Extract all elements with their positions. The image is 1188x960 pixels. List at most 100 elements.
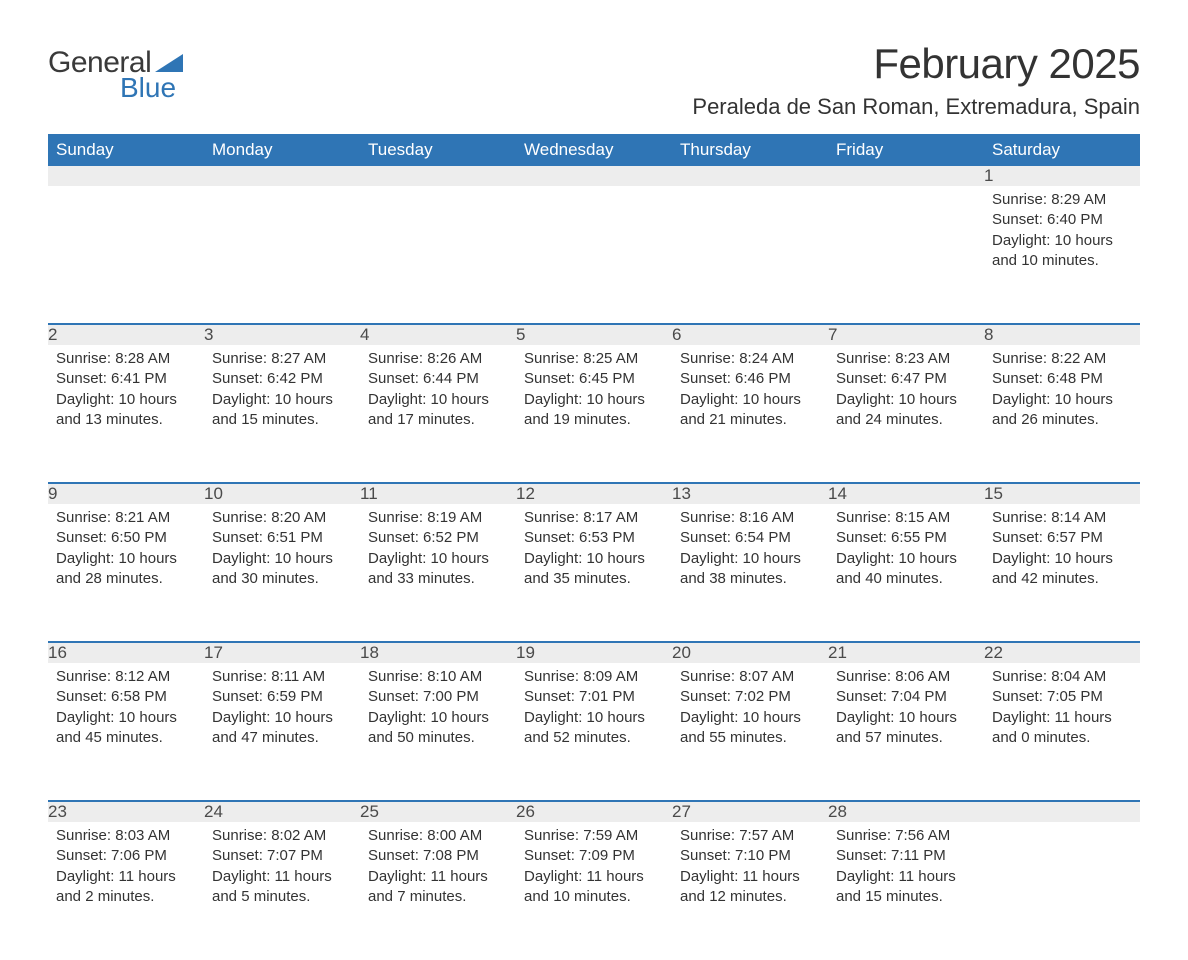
day-number: 9	[48, 483, 204, 504]
sunset-line: Sunset: 6:50 PM	[56, 528, 196, 548]
sunrise-line: Sunrise: 7:57 AM	[680, 826, 820, 846]
day-cell: Sunrise: 8:00 AMSunset: 7:08 PMDaylight:…	[360, 822, 516, 960]
week-daynum-row: 232425262728	[48, 801, 1140, 822]
day-number: 11	[360, 483, 516, 504]
daylight-line: Daylight: 10 hours and 30 minutes.	[212, 549, 352, 590]
day-number: 27	[672, 801, 828, 822]
day-number: 13	[672, 483, 828, 504]
daylight-line: Daylight: 11 hours and 2 minutes.	[56, 867, 196, 908]
sunrise-line: Sunrise: 8:04 AM	[992, 667, 1132, 687]
daylight-line: Daylight: 10 hours and 21 minutes.	[680, 390, 820, 431]
day-number: 3	[204, 324, 360, 345]
sunrise-line: Sunrise: 8:14 AM	[992, 508, 1132, 528]
sunrise-line: Sunrise: 8:16 AM	[680, 508, 820, 528]
sunrise-line: Sunrise: 8:23 AM	[836, 349, 976, 369]
daylight-line: Daylight: 10 hours and 33 minutes.	[368, 549, 508, 590]
weekday-header-row: Sunday Monday Tuesday Wednesday Thursday…	[48, 134, 1140, 166]
daylight-line: Daylight: 10 hours and 57 minutes.	[836, 708, 976, 749]
day-cell-empty	[360, 186, 516, 324]
sunrise-line: Sunrise: 8:29 AM	[992, 190, 1132, 210]
daylight-line: Daylight: 10 hours and 24 minutes.	[836, 390, 976, 431]
day-cell: Sunrise: 8:16 AMSunset: 6:54 PMDaylight:…	[672, 504, 828, 642]
day-number: 26	[516, 801, 672, 822]
day-number: 22	[984, 642, 1140, 663]
sunset-line: Sunset: 7:09 PM	[524, 846, 664, 866]
week-data-row: Sunrise: 8:29 AMSunset: 6:40 PMDaylight:…	[48, 186, 1140, 324]
daylight-line: Daylight: 10 hours and 35 minutes.	[524, 549, 664, 590]
sunrise-line: Sunrise: 7:56 AM	[836, 826, 976, 846]
day-cell: Sunrise: 8:19 AMSunset: 6:52 PMDaylight:…	[360, 504, 516, 642]
daylight-line: Daylight: 10 hours and 47 minutes.	[212, 708, 352, 749]
sunset-line: Sunset: 7:00 PM	[368, 687, 508, 707]
sunrise-line: Sunrise: 8:15 AM	[836, 508, 976, 528]
week-daynum-row: 1	[48, 166, 1140, 186]
day-number: 21	[828, 642, 984, 663]
day-cell-empty	[204, 186, 360, 324]
sunrise-line: Sunrise: 7:59 AM	[524, 826, 664, 846]
day-cell-empty	[516, 166, 672, 186]
daylight-line: Daylight: 11 hours and 10 minutes.	[524, 867, 664, 908]
sunset-line: Sunset: 6:42 PM	[212, 369, 352, 389]
day-number: 5	[516, 324, 672, 345]
sunset-line: Sunset: 6:46 PM	[680, 369, 820, 389]
day-cell: Sunrise: 8:22 AMSunset: 6:48 PMDaylight:…	[984, 345, 1140, 483]
brand-word-2: Blue	[120, 72, 176, 104]
day-number: 1	[984, 166, 1140, 186]
col-wednesday: Wednesday	[516, 134, 672, 166]
day-cell: Sunrise: 7:57 AMSunset: 7:10 PMDaylight:…	[672, 822, 828, 960]
day-cell: Sunrise: 8:15 AMSunset: 6:55 PMDaylight:…	[828, 504, 984, 642]
day-cell: Sunrise: 7:56 AMSunset: 7:11 PMDaylight:…	[828, 822, 984, 960]
sunrise-line: Sunrise: 8:06 AM	[836, 667, 976, 687]
daylight-line: Daylight: 10 hours and 52 minutes.	[524, 708, 664, 749]
sunset-line: Sunset: 7:01 PM	[524, 687, 664, 707]
sunrise-line: Sunrise: 8:10 AM	[368, 667, 508, 687]
day-cell-empty	[204, 166, 360, 186]
daylight-line: Daylight: 10 hours and 26 minutes.	[992, 390, 1132, 431]
sunrise-line: Sunrise: 8:17 AM	[524, 508, 664, 528]
day-cell: Sunrise: 8:06 AMSunset: 7:04 PMDaylight:…	[828, 663, 984, 801]
day-cell: Sunrise: 8:26 AMSunset: 6:44 PMDaylight:…	[360, 345, 516, 483]
day-cell: Sunrise: 8:23 AMSunset: 6:47 PMDaylight:…	[828, 345, 984, 483]
day-cell: Sunrise: 8:04 AMSunset: 7:05 PMDaylight:…	[984, 663, 1140, 801]
day-cell: Sunrise: 7:59 AMSunset: 7:09 PMDaylight:…	[516, 822, 672, 960]
col-tuesday: Tuesday	[360, 134, 516, 166]
sunrise-line: Sunrise: 8:24 AM	[680, 349, 820, 369]
daylight-line: Daylight: 11 hours and 0 minutes.	[992, 708, 1132, 749]
day-number: 15	[984, 483, 1140, 504]
sunset-line: Sunset: 6:48 PM	[992, 369, 1132, 389]
day-cell: Sunrise: 8:07 AMSunset: 7:02 PMDaylight:…	[672, 663, 828, 801]
sunrise-line: Sunrise: 8:00 AM	[368, 826, 508, 846]
day-cell-empty	[516, 186, 672, 324]
header: General Blue February 2025 Peraleda de S…	[48, 40, 1140, 130]
daylight-line: Daylight: 10 hours and 28 minutes.	[56, 549, 196, 590]
day-cell: Sunrise: 8:11 AMSunset: 6:59 PMDaylight:…	[204, 663, 360, 801]
day-number: 23	[48, 801, 204, 822]
week-data-row: Sunrise: 8:03 AMSunset: 7:06 PMDaylight:…	[48, 822, 1140, 960]
daylight-line: Daylight: 10 hours and 42 minutes.	[992, 549, 1132, 590]
day-number: 19	[516, 642, 672, 663]
day-cell: Sunrise: 8:21 AMSunset: 6:50 PMDaylight:…	[48, 504, 204, 642]
sunrise-line: Sunrise: 8:28 AM	[56, 349, 196, 369]
sunrise-line: Sunrise: 8:21 AM	[56, 508, 196, 528]
daylight-line: Daylight: 11 hours and 12 minutes.	[680, 867, 820, 908]
day-number: 4	[360, 324, 516, 345]
sunset-line: Sunset: 7:07 PM	[212, 846, 352, 866]
week-daynum-row: 9101112131415	[48, 483, 1140, 504]
sunrise-line: Sunrise: 8:22 AM	[992, 349, 1132, 369]
calendar-table: Sunday Monday Tuesday Wednesday Thursday…	[48, 134, 1140, 960]
day-cell-empty	[48, 186, 204, 324]
week-data-row: Sunrise: 8:28 AMSunset: 6:41 PMDaylight:…	[48, 345, 1140, 483]
day-cell-empty	[828, 186, 984, 324]
day-cell-empty	[672, 186, 828, 324]
day-cell: Sunrise: 8:24 AMSunset: 6:46 PMDaylight:…	[672, 345, 828, 483]
day-cell-empty	[984, 801, 1140, 822]
daylight-line: Daylight: 10 hours and 10 minutes.	[992, 231, 1132, 272]
day-number: 2	[48, 324, 204, 345]
col-sunday: Sunday	[48, 134, 204, 166]
sunset-line: Sunset: 7:05 PM	[992, 687, 1132, 707]
sunrise-line: Sunrise: 8:27 AM	[212, 349, 352, 369]
daylight-line: Daylight: 10 hours and 50 minutes.	[368, 708, 508, 749]
col-friday: Friday	[828, 134, 984, 166]
sunset-line: Sunset: 7:02 PM	[680, 687, 820, 707]
sunrise-line: Sunrise: 8:12 AM	[56, 667, 196, 687]
